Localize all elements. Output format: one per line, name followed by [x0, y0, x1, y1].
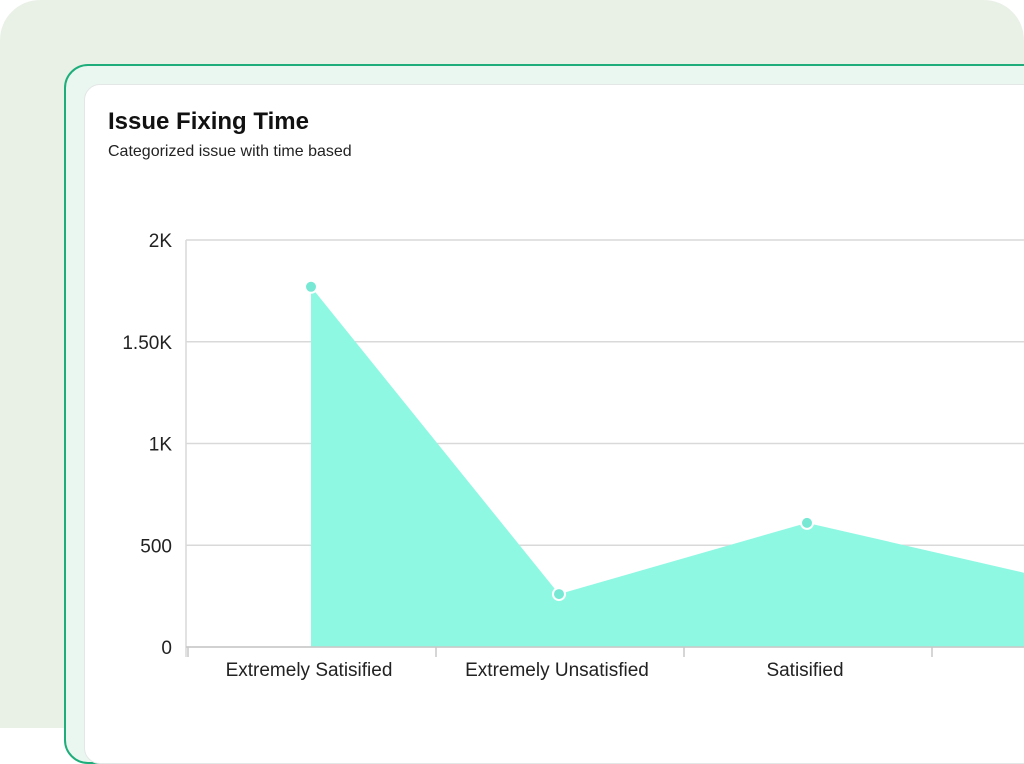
chart-subtitle: Categorized issue with time based [108, 143, 352, 160]
area-series [311, 286, 1024, 647]
data-point [552, 587, 566, 602]
x-tick-label: Satisified [766, 660, 843, 681]
y-tick-label: 0 [161, 638, 172, 659]
data-point [800, 515, 814, 530]
y-tick-label: 1K [149, 435, 173, 456]
chart-card [84, 84, 1024, 764]
y-tick-label: 1.50K [122, 333, 172, 354]
data-point [304, 279, 318, 294]
y-tick-label: 500 [140, 536, 172, 557]
area-chart: 0 500 1K 1.50K 2K Extremely Satisified Extreme… [122, 231, 1024, 681]
chart-title: Issue Fixing Time [108, 108, 309, 135]
y-tick-label: 2K [149, 231, 173, 252]
x-tick-label: Extremely Satisified [226, 660, 393, 681]
x-tick-label: Extremely Unsatisfied [465, 660, 649, 681]
